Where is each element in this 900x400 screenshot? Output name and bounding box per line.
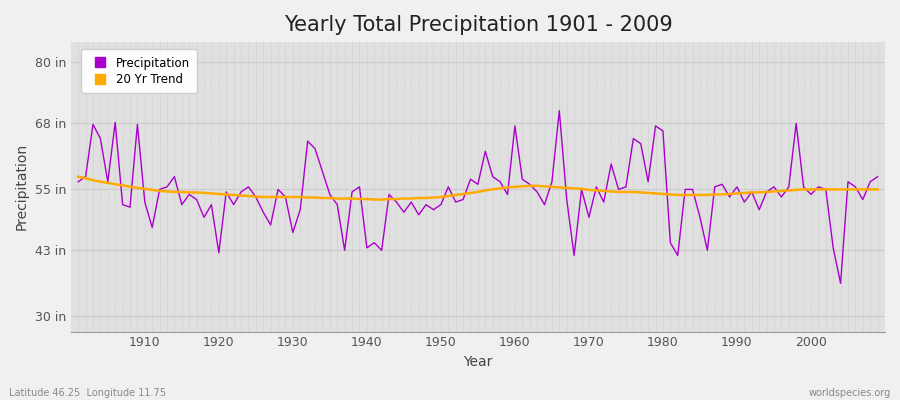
- Title: Yearly Total Precipitation 1901 - 2009: Yearly Total Precipitation 1901 - 2009: [284, 15, 672, 35]
- Text: worldspecies.org: worldspecies.org: [809, 388, 891, 398]
- Y-axis label: Precipitation: Precipitation: [15, 143, 29, 230]
- Text: Latitude 46.25  Longitude 11.75: Latitude 46.25 Longitude 11.75: [9, 388, 166, 398]
- X-axis label: Year: Year: [464, 355, 492, 369]
- Legend: Precipitation, 20 Yr Trend: Precipitation, 20 Yr Trend: [81, 50, 197, 93]
